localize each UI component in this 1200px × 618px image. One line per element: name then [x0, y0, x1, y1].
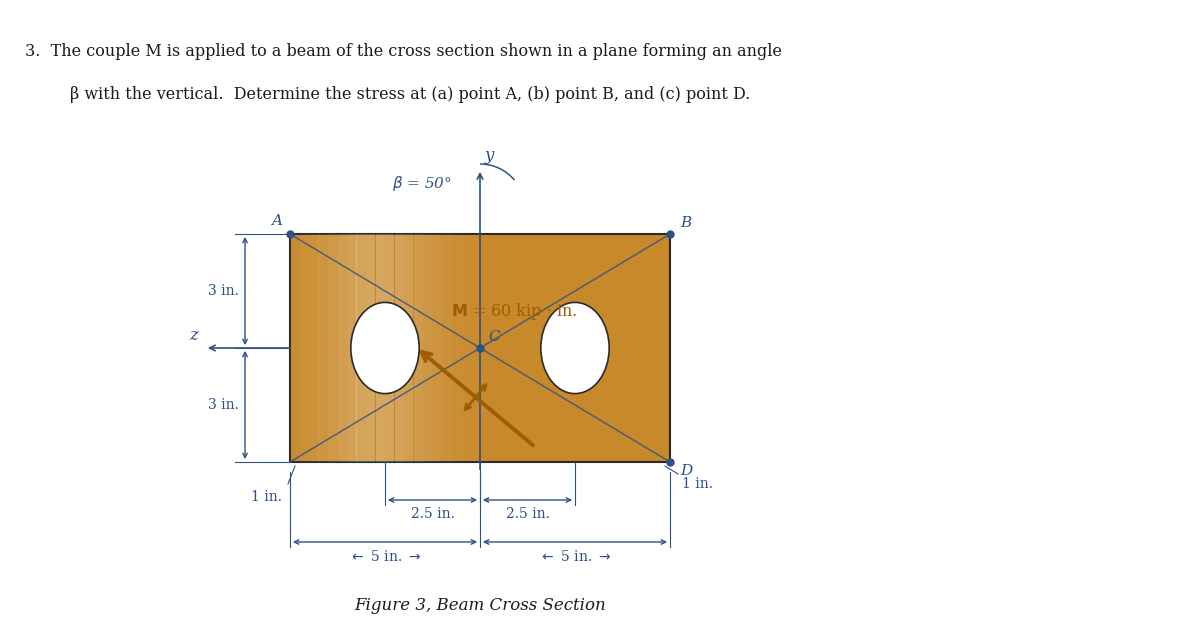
Bar	[565, 234, 575, 462]
Text: 2.5 in.: 2.5 in.	[505, 507, 550, 521]
Text: A: A	[271, 214, 282, 228]
Text: 1 in.: 1 in.	[682, 477, 713, 491]
Bar	[366, 234, 376, 462]
Bar	[642, 234, 650, 462]
Bar	[385, 234, 395, 462]
Bar	[356, 234, 366, 462]
Bar	[451, 234, 461, 462]
Bar	[470, 234, 480, 462]
Ellipse shape	[350, 302, 419, 394]
Bar	[528, 234, 538, 462]
Text: y: y	[485, 147, 494, 164]
Text: $\beta$ = 50°: $\beta$ = 50°	[392, 174, 452, 193]
Bar	[318, 234, 328, 462]
Bar	[480, 234, 490, 462]
Text: $\leftarrow$ 5 in. $\rightarrow$: $\leftarrow$ 5 in. $\rightarrow$	[349, 549, 421, 564]
Text: 3.  The couple M is applied to a beam of the cross section shown in a plane form: 3. The couple M is applied to a beam of …	[25, 43, 782, 60]
Text: z: z	[190, 327, 198, 344]
Text: $\mathbf{M}$ = 60 kip $\cdot$ in.: $\mathbf{M}$ = 60 kip $\cdot$ in.	[451, 302, 577, 323]
Text: 3 in.: 3 in.	[208, 398, 239, 412]
Bar	[660, 234, 670, 462]
Bar	[499, 234, 509, 462]
Bar	[650, 234, 660, 462]
Bar	[337, 234, 347, 462]
Bar	[310, 234, 318, 462]
Text: 3 in.: 3 in.	[208, 284, 239, 298]
Text: Figure 3, Beam Cross Section: Figure 3, Beam Cross Section	[354, 597, 606, 614]
Bar	[584, 234, 594, 462]
Bar	[395, 234, 404, 462]
Ellipse shape	[541, 302, 610, 394]
Text: $\leftarrow$ 5 in. $\rightarrow$: $\leftarrow$ 5 in. $\rightarrow$	[539, 549, 611, 564]
Bar	[442, 234, 451, 462]
Bar	[376, 234, 385, 462]
Bar	[404, 234, 414, 462]
Text: D: D	[680, 464, 692, 478]
Bar	[328, 234, 337, 462]
Text: 2.5 in.: 2.5 in.	[410, 507, 455, 521]
Bar	[594, 234, 604, 462]
Bar	[490, 234, 499, 462]
Bar	[422, 234, 432, 462]
Bar	[414, 234, 424, 462]
Bar	[575, 234, 584, 462]
Text: B: B	[680, 216, 691, 230]
Bar	[300, 234, 310, 462]
Bar	[290, 234, 670, 462]
Bar	[518, 234, 528, 462]
Bar	[461, 234, 470, 462]
Text: 1 in.: 1 in.	[251, 490, 282, 504]
Text: β with the vertical.  Determine the stress at (a) point A, (b) point B, and (c) : β with the vertical. Determine the stres…	[70, 86, 750, 103]
Bar	[623, 234, 632, 462]
Bar	[546, 234, 556, 462]
Bar	[632, 234, 642, 462]
Bar	[347, 234, 356, 462]
Bar	[290, 234, 300, 462]
Bar	[613, 234, 623, 462]
Text: C: C	[488, 330, 499, 344]
Bar	[509, 234, 518, 462]
Bar	[536, 234, 546, 462]
Bar	[604, 234, 613, 462]
Bar	[432, 234, 442, 462]
Bar	[556, 234, 565, 462]
